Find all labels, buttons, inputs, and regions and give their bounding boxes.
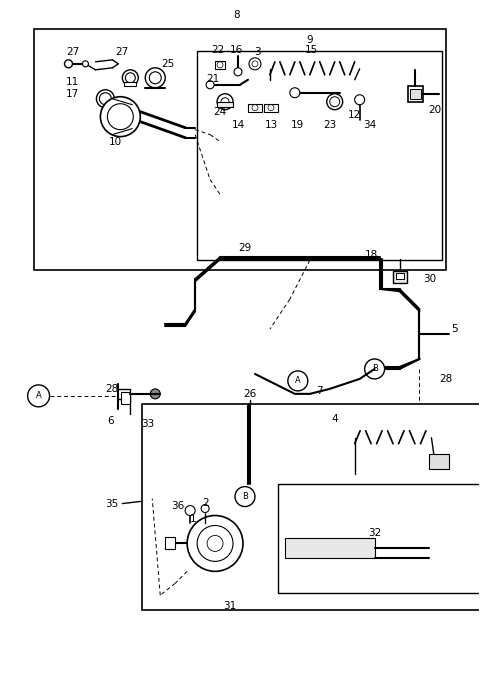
Text: 34: 34	[363, 120, 376, 129]
Circle shape	[150, 389, 160, 399]
Text: 15: 15	[305, 45, 318, 55]
Bar	[285, 538, 374, 559]
Circle shape	[201, 505, 209, 512]
Circle shape	[122, 70, 138, 86]
Bar	[396, 273, 404, 279]
Bar	[278, 484, 480, 593]
Bar	[430, 454, 449, 468]
Circle shape	[206, 81, 214, 89]
Circle shape	[288, 371, 308, 391]
Text: 30: 30	[423, 274, 436, 284]
Text: A: A	[295, 376, 300, 385]
Circle shape	[197, 526, 233, 561]
Circle shape	[413, 410, 425, 421]
Circle shape	[330, 96, 340, 107]
Circle shape	[217, 94, 233, 110]
Text: 8: 8	[234, 10, 240, 20]
Text: 14: 14	[231, 120, 245, 129]
Bar	[409, 89, 421, 99]
Text: B: B	[242, 492, 248, 501]
Text: 4: 4	[331, 414, 338, 424]
Bar	[416, 416, 423, 424]
Text: 23: 23	[323, 120, 336, 129]
Text: 21: 21	[206, 74, 220, 84]
Text: 13: 13	[265, 120, 278, 129]
Circle shape	[249, 58, 261, 70]
Circle shape	[365, 359, 384, 379]
Text: 9: 9	[307, 35, 313, 45]
Bar	[248, 103, 262, 112]
Circle shape	[28, 385, 49, 407]
Circle shape	[96, 89, 114, 108]
Text: 28: 28	[106, 384, 119, 394]
Circle shape	[235, 487, 255, 507]
Text: 26: 26	[243, 389, 257, 399]
Circle shape	[148, 496, 156, 505]
Circle shape	[290, 88, 300, 98]
Circle shape	[100, 96, 140, 136]
Circle shape	[355, 95, 365, 105]
Text: 10: 10	[109, 136, 122, 147]
Bar	[408, 86, 423, 102]
Text: 28: 28	[439, 374, 453, 384]
Bar	[121, 392, 130, 404]
Text: 22: 22	[211, 45, 225, 55]
Text: 16: 16	[229, 45, 242, 55]
Bar	[215, 61, 225, 69]
Bar	[197, 51, 443, 260]
Circle shape	[83, 61, 88, 67]
Circle shape	[187, 516, 243, 571]
Text: 7: 7	[316, 386, 323, 396]
Circle shape	[64, 60, 72, 68]
Bar	[264, 103, 278, 112]
Text: 20: 20	[428, 105, 441, 115]
Text: 33: 33	[142, 419, 155, 428]
Circle shape	[234, 68, 242, 75]
Text: 29: 29	[239, 243, 252, 253]
Bar	[165, 538, 175, 549]
Text: 32: 32	[368, 528, 381, 538]
Circle shape	[221, 98, 229, 106]
Circle shape	[217, 62, 223, 68]
Text: 36: 36	[171, 500, 185, 510]
Circle shape	[99, 93, 111, 105]
Text: 31: 31	[223, 601, 237, 611]
Circle shape	[327, 94, 343, 110]
Circle shape	[185, 505, 195, 516]
Circle shape	[125, 73, 135, 82]
Text: 17: 17	[66, 89, 79, 99]
Text: 5: 5	[451, 324, 458, 334]
Circle shape	[268, 105, 274, 110]
Text: 25: 25	[162, 59, 175, 69]
Text: B: B	[372, 364, 378, 373]
Bar	[217, 102, 233, 107]
Text: 11: 11	[66, 77, 79, 87]
Text: 27: 27	[66, 47, 79, 57]
Circle shape	[108, 103, 133, 129]
Circle shape	[207, 535, 223, 552]
Text: 2: 2	[202, 498, 208, 507]
Circle shape	[252, 61, 258, 67]
Circle shape	[149, 72, 161, 84]
Bar	[34, 29, 446, 271]
Text: A: A	[36, 391, 41, 401]
Bar	[142, 404, 480, 610]
Text: 27: 27	[116, 47, 129, 57]
Text: 12: 12	[348, 110, 361, 120]
Circle shape	[252, 105, 258, 110]
Text: 18: 18	[365, 250, 378, 260]
Bar	[393, 271, 407, 283]
Text: 35: 35	[105, 498, 119, 509]
Bar	[124, 82, 136, 86]
Text: 19: 19	[291, 120, 304, 129]
Text: 6: 6	[107, 416, 114, 426]
Text: 1: 1	[190, 514, 196, 524]
Text: 24: 24	[214, 107, 227, 117]
Circle shape	[145, 68, 165, 88]
Circle shape	[144, 411, 153, 421]
Text: 3: 3	[254, 47, 261, 57]
